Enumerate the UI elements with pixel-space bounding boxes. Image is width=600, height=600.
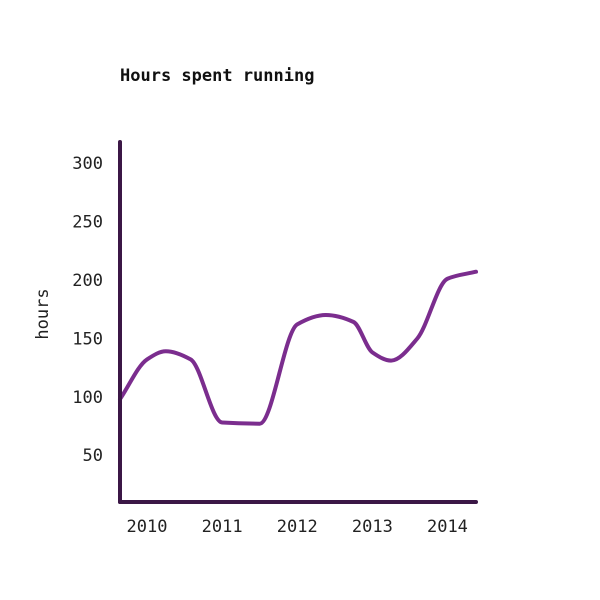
y-axis-label: hours: [33, 288, 53, 339]
y-tick-label: 300: [72, 154, 103, 174]
y-tick-label: 150: [72, 329, 103, 349]
y-tick-label: 250: [72, 212, 103, 232]
y-tick-label: 50: [83, 446, 103, 466]
chart-title: Hours spent running: [120, 66, 314, 86]
series-layer: [118, 269, 478, 426]
x-axis-ticks: 2010 2011 2012 2013 2014: [127, 517, 468, 537]
x-tick-label: 2013: [352, 517, 393, 537]
x-tick-label: 2010: [127, 517, 168, 537]
x-tick-label: 2014: [427, 517, 468, 537]
y-axis-ticks: 50 100 150 200 250 300: [72, 154, 103, 466]
x-tick-label: 2011: [202, 517, 243, 537]
y-tick-label: 100: [72, 388, 103, 408]
series-line: [118, 269, 478, 426]
y-tick-label: 200: [72, 271, 103, 291]
x-tick-label: 2012: [277, 517, 318, 537]
